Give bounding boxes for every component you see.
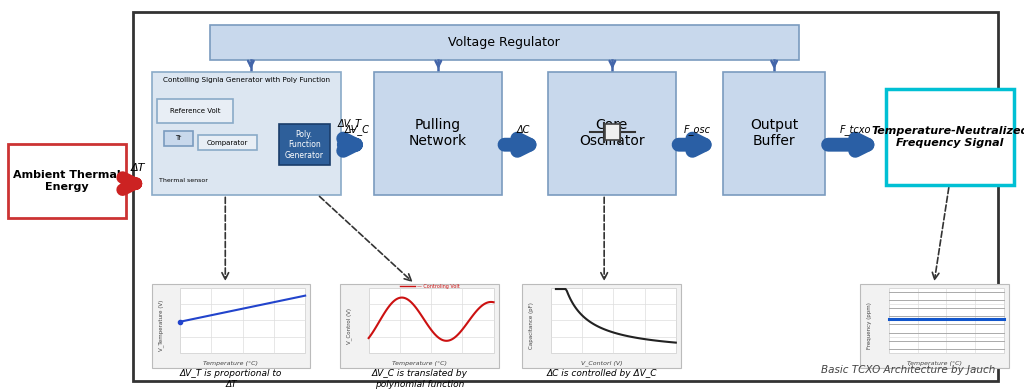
- Text: Reference Volt: Reference Volt: [170, 108, 220, 114]
- Text: Poly.
Function
Generator: Poly. Function Generator: [285, 130, 324, 160]
- FancyBboxPatch shape: [605, 124, 620, 140]
- FancyBboxPatch shape: [886, 89, 1014, 185]
- FancyBboxPatch shape: [522, 284, 681, 368]
- Text: V_Control (V): V_Control (V): [346, 308, 352, 344]
- Text: F_tcxo: F_tcxo: [840, 124, 870, 135]
- Text: ΔT: ΔT: [131, 163, 145, 173]
- Text: ΔV_C is translated by
polynomial function: ΔV_C is translated by polynomial functio…: [372, 369, 467, 389]
- Text: F_osc: F_osc: [684, 124, 711, 135]
- FancyBboxPatch shape: [279, 124, 330, 165]
- Text: Comparator: Comparator: [207, 140, 248, 146]
- Text: ΔV_T is proportional to
ΔT: ΔV_T is proportional to ΔT: [180, 369, 282, 389]
- Text: ΔC: ΔC: [516, 124, 530, 135]
- Text: Contolling Signla Generator with Poly Function: Contolling Signla Generator with Poly Fu…: [163, 77, 330, 82]
- Text: ΔC is controlled by ΔV_C: ΔC is controlled by ΔV_C: [547, 369, 656, 378]
- Text: Tr: Tr: [175, 135, 181, 142]
- Text: Temperature (°C): Temperature (°C): [392, 361, 446, 366]
- Text: Capacitance (pF): Capacitance (pF): [529, 302, 534, 349]
- Text: V_Contorl (V): V_Contorl (V): [581, 360, 623, 366]
- Text: Temperature (°C): Temperature (°C): [907, 361, 962, 366]
- Text: Core
Oscillator: Core Oscillator: [579, 118, 645, 148]
- FancyBboxPatch shape: [860, 284, 1009, 368]
- FancyBboxPatch shape: [889, 288, 1004, 353]
- FancyBboxPatch shape: [369, 288, 494, 353]
- FancyBboxPatch shape: [180, 288, 305, 353]
- FancyBboxPatch shape: [210, 25, 799, 60]
- FancyBboxPatch shape: [164, 131, 193, 146]
- Text: — Controling Volt: — Controling Volt: [418, 284, 460, 289]
- Text: Thermal sensor: Thermal sensor: [159, 179, 208, 183]
- Text: Ambient Thermal
Energy: Ambient Thermal Energy: [13, 170, 121, 192]
- FancyBboxPatch shape: [374, 72, 502, 194]
- Text: Pulling
Network: Pulling Network: [409, 118, 467, 148]
- Text: Basic TCXO Architecture by Jauch: Basic TCXO Architecture by Jauch: [821, 365, 995, 375]
- FancyBboxPatch shape: [152, 284, 310, 368]
- FancyBboxPatch shape: [8, 144, 126, 218]
- FancyBboxPatch shape: [198, 135, 257, 150]
- Text: ΔV_T: ΔV_T: [338, 118, 362, 129]
- FancyBboxPatch shape: [551, 288, 676, 353]
- Text: Voltage Regulator: Voltage Regulator: [449, 36, 560, 49]
- Text: V_Temperature (V): V_Temperature (V): [158, 300, 164, 351]
- FancyBboxPatch shape: [152, 72, 341, 194]
- FancyBboxPatch shape: [723, 72, 825, 194]
- FancyBboxPatch shape: [340, 284, 499, 368]
- FancyBboxPatch shape: [157, 99, 233, 123]
- FancyBboxPatch shape: [133, 12, 998, 381]
- Text: Frequency (ppm): Frequency (ppm): [867, 302, 871, 349]
- Text: Output
Buffer: Output Buffer: [750, 118, 799, 148]
- Text: Temperature (°C): Temperature (°C): [204, 361, 258, 366]
- FancyBboxPatch shape: [548, 72, 676, 194]
- Text: ΔV_C: ΔV_C: [345, 124, 370, 135]
- Text: Temperature-Neutralized
Frequency Signal: Temperature-Neutralized Frequency Signal: [871, 126, 1024, 148]
